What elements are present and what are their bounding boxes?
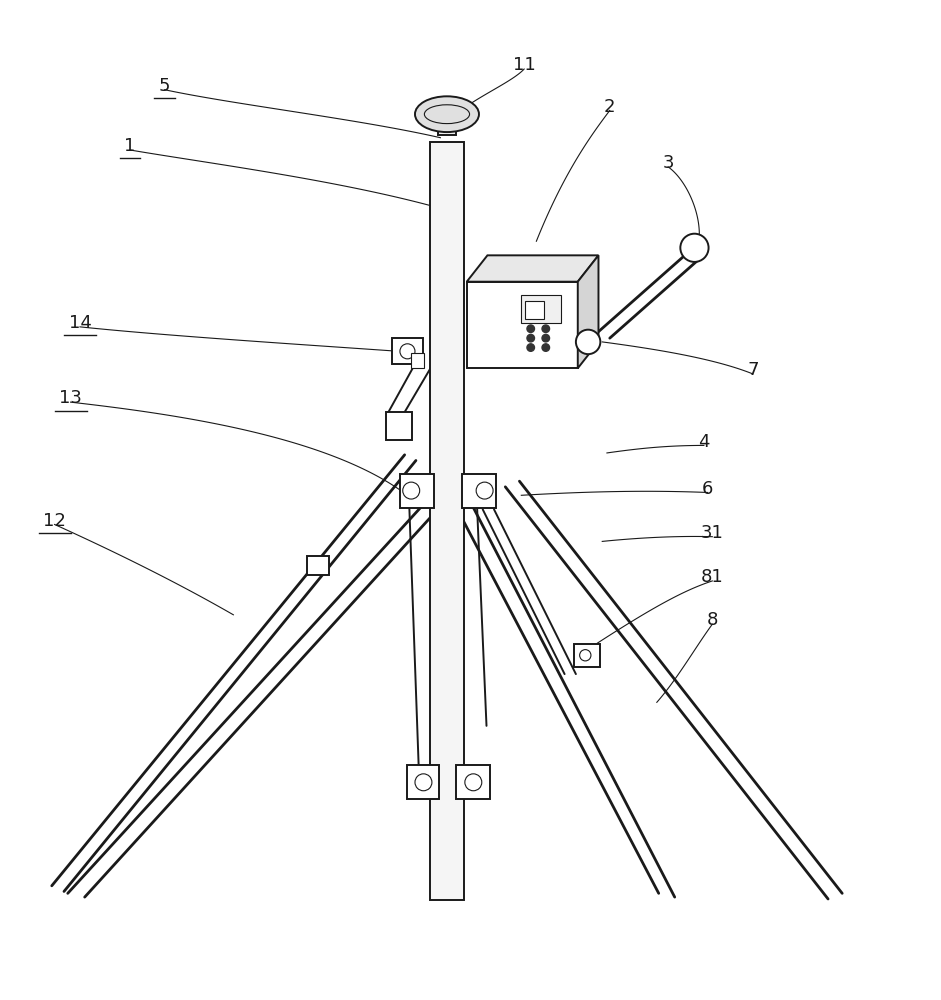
Text: 3: 3 [662,154,674,172]
Text: 7: 7 [747,361,758,379]
Circle shape [415,774,432,791]
Bar [521,295,561,323]
Bar [307,556,329,575]
Circle shape [580,650,591,661]
Polygon shape [467,255,598,282]
Polygon shape [386,412,412,440]
Bar [411,353,424,368]
Circle shape [476,482,493,499]
Circle shape [465,774,482,791]
Circle shape [527,334,534,342]
Circle shape [542,334,550,342]
Text: 81: 81 [701,568,724,586]
Circle shape [527,325,534,333]
Circle shape [527,344,534,351]
Circle shape [542,325,550,333]
Bar [407,765,439,799]
Text: 8: 8 [707,611,718,629]
Bar [456,765,490,799]
Text: 5: 5 [159,77,170,95]
Text: 1: 1 [124,137,136,155]
Text: 12: 12 [43,512,66,530]
Bar [400,474,434,508]
Text: 4: 4 [698,433,710,451]
Text: 6: 6 [702,480,713,498]
Text: 14: 14 [69,314,91,332]
Text: 13: 13 [59,389,82,407]
Text: 31: 31 [701,524,724,542]
Bar [574,644,600,667]
Bar [430,142,464,900]
Circle shape [403,482,420,499]
Bar [438,112,456,135]
Circle shape [680,234,709,262]
Bar [467,282,578,368]
Bar [392,338,423,364]
Circle shape [542,344,550,351]
Bar [462,474,496,508]
Circle shape [400,344,415,359]
Bar [525,301,544,319]
Polygon shape [578,255,598,368]
Ellipse shape [415,96,479,132]
Text: 11: 11 [513,56,535,74]
Circle shape [576,330,600,354]
Text: 2: 2 [604,98,615,116]
